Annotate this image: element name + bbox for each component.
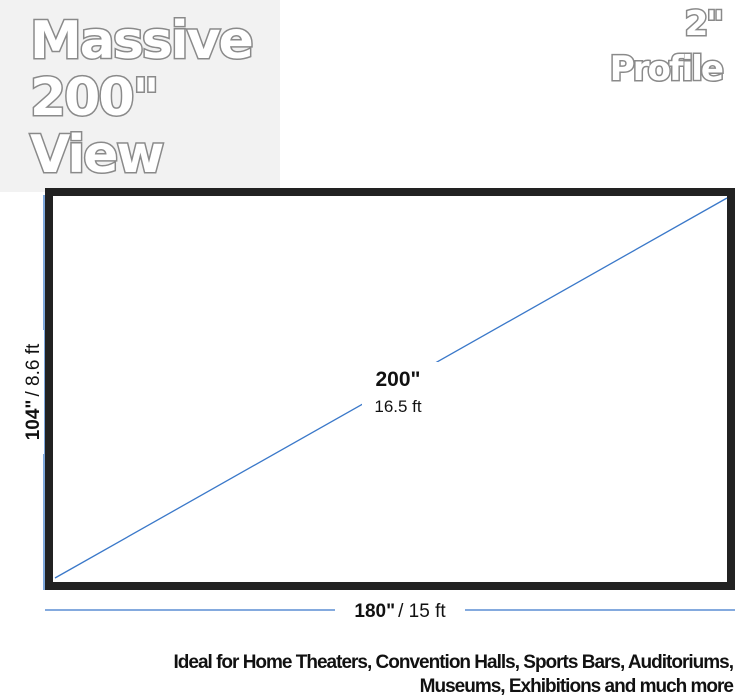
diagonal-feet: 16.5 ft xyxy=(374,397,422,416)
width-feet: / 15 ft xyxy=(398,601,446,622)
headline-line: Massive xyxy=(30,11,252,71)
label-backdrop xyxy=(20,330,44,454)
height-feet: / 8.6 ft xyxy=(23,343,44,397)
headline-panel xyxy=(0,0,280,192)
diagonal-size: 200" xyxy=(376,368,421,391)
width-size: 180" xyxy=(354,601,395,622)
label-backdrop xyxy=(362,362,438,422)
headline-line: 200" xyxy=(30,68,158,128)
height-size: 104" xyxy=(23,400,44,441)
caption-line: Museums, Exhibitions and much more xyxy=(420,676,734,697)
badge-line: Profile xyxy=(610,49,723,89)
label-backdrop xyxy=(335,598,465,622)
width-label: 180"/ 15 ft xyxy=(354,601,446,622)
caption-line: Ideal for Home Theaters, Convention Hall… xyxy=(174,652,734,673)
badge-line: 2" xyxy=(685,4,722,44)
headline-line: View xyxy=(30,125,163,185)
height-label: 104" / 8.6 ft xyxy=(23,343,44,440)
